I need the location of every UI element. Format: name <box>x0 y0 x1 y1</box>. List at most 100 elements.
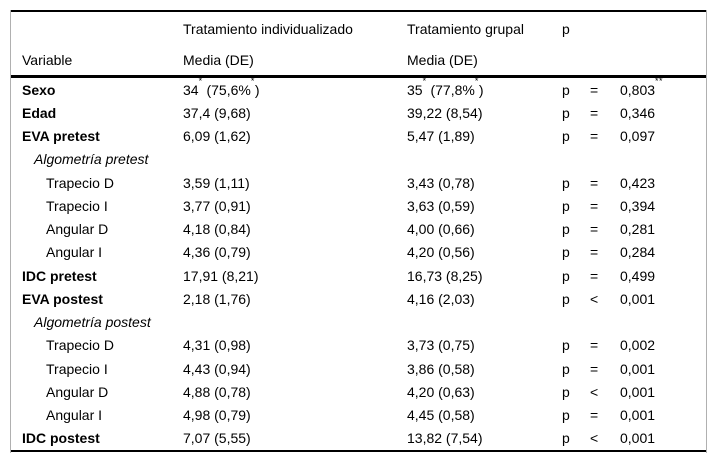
row-label: EVA pretest <box>22 128 100 145</box>
group1-mean-sd: 6,09 (1,62) <box>183 128 251 145</box>
p-relation: < <box>590 430 599 447</box>
group1-mean-sd: 37,4 (9,68) <box>183 104 251 121</box>
p-value: 0,284 <box>620 244 656 261</box>
table-row: Algometría pretest <box>11 148 706 171</box>
p-value: 0,803** <box>620 75 664 98</box>
table-row: Angular I 4,36 (0,79) 4,20 (0,56) p = 0,… <box>11 241 706 264</box>
row-label: Trapecio D <box>46 337 114 354</box>
p-letter: p <box>562 104 570 121</box>
p-value: 0,499 <box>620 267 656 284</box>
p-letter: p <box>562 290 570 307</box>
p-letter: p <box>562 174 570 191</box>
p-letter: p <box>562 407 570 424</box>
p-letter: p <box>562 267 570 284</box>
p-value: 0,097 <box>620 128 656 145</box>
group1-mean-sd: 4,18 (0,84) <box>183 221 251 238</box>
group2-mean-sd: 3,73 (0,75) <box>407 337 475 354</box>
p-value: 0,001 <box>620 360 656 377</box>
p-value: 0,001 <box>620 430 656 447</box>
row-label: EVA postest <box>22 290 103 307</box>
group2-mean-sd: 39,22 (8,54) <box>407 104 483 121</box>
p-letter: p <box>562 221 570 238</box>
p-relation: = <box>590 407 599 424</box>
group2-mean-sd: 4,16 (2,03) <box>407 290 475 307</box>
p-value: 0,002 <box>620 337 656 354</box>
header-variable-label: Variable <box>22 51 73 68</box>
p-value: 0,001 <box>620 383 656 400</box>
group2-mean-sd: 4,20 (0,63) <box>407 383 475 400</box>
table-body: Sexo 34* (75,6%*) 35* (77,8%*) p = 0,803… <box>11 75 706 450</box>
p-letter: p <box>562 197 570 214</box>
row-label: IDC postest <box>22 430 100 447</box>
superscript-asterisk: * <box>422 75 427 86</box>
row-label: Angular D <box>46 383 109 400</box>
table-row: IDC postest 7,07 (5,55) 13,82 (7,54) p <… <box>11 427 706 450</box>
table-row: Angular I 4,98 (0,79) 4,45 (0,58) p = 0,… <box>11 404 706 427</box>
group1-mean-sd: 2,18 (1,76) <box>183 290 251 307</box>
p-relation: < <box>590 290 599 307</box>
p-value: 0,394 <box>620 197 656 214</box>
row-label: Trapecio I <box>46 360 108 377</box>
table-row: Angular D 4,18 (0,84) 4,00 (0,66) p = 0,… <box>11 218 706 241</box>
group2-mean-sd: 4,20 (0,56) <box>407 244 475 261</box>
row-label: IDC pretest <box>22 267 97 284</box>
table-row: EVA postest 2,18 (1,76) 4,16 (2,03) p < … <box>11 287 706 310</box>
group1-mean-sd: 4,88 (0,78) <box>183 383 251 400</box>
table-row: Trapecio D 4,31 (0,98) 3,73 (0,75) p = 0… <box>11 334 706 357</box>
group1-mean-sd: 4,98 (0,79) <box>183 407 251 424</box>
table-row: Angular D 4,88 (0,78) 4,20 (0,63) p < 0,… <box>11 380 706 403</box>
row-label: Trapecio I <box>46 197 108 214</box>
p-relation: = <box>590 81 599 98</box>
results-table: Tratamiento individualizado Tratamiento … <box>10 10 707 453</box>
header-group2-subtitle: Media (DE) <box>407 51 478 68</box>
header-group1-title: Tratamiento individualizado <box>183 21 353 37</box>
row-label: Trapecio D <box>46 174 114 191</box>
group1-mean-sd: 4,31 (0,98) <box>183 337 251 354</box>
group1-mean-sd: 17,91 (8,21) <box>183 267 259 284</box>
p-value: 0,281 <box>620 221 656 238</box>
p-relation: = <box>590 221 599 238</box>
group1-mean-sd: 4,43 (0,94) <box>183 360 251 377</box>
row-label: Algometría pretest <box>34 151 149 168</box>
p-relation: = <box>590 174 599 191</box>
p-letter: p <box>562 128 570 145</box>
p-relation: = <box>590 267 599 284</box>
top-rule <box>11 10 706 12</box>
p-letter: p <box>562 360 570 377</box>
p-value: 0,423 <box>620 174 656 191</box>
table-row: Trapecio D 3,59 (1,11) 3,43 (0,78) p = 0… <box>11 171 706 194</box>
group2-mean-sd: 3,43 (0,78) <box>407 174 475 191</box>
group2-mean-sd: 4,45 (0,58) <box>407 407 475 424</box>
p-relation: = <box>590 197 599 214</box>
table-row: Trapecio I 3,77 (0,91) 3,63 (0,59) p = 0… <box>11 194 706 217</box>
p-relation: = <box>590 337 599 354</box>
group1-mean-sd: 4,36 (0,79) <box>183 244 251 261</box>
row-label: Angular I <box>46 244 103 261</box>
row-label: Edad <box>22 104 57 121</box>
superscript-asterisk: * <box>474 75 479 86</box>
row-label: Algometría postest <box>34 314 151 331</box>
table-row: EVA pretest 6,09 (1,62) 5,47 (1,89) p = … <box>11 125 706 148</box>
p-value: 0,346 <box>620 104 656 121</box>
table-row: Sexo 34* (75,6%*) 35* (77,8%*) p = 0,803… <box>11 75 706 101</box>
header-rule <box>11 75 706 78</box>
header-group1-subtitle: Media (DE) <box>183 51 254 68</box>
p-relation: = <box>590 128 599 145</box>
row-label: Angular D <box>46 221 109 238</box>
p-letter: p <box>562 430 570 447</box>
group2-mean-sd: 4,00 (0,66) <box>407 221 475 238</box>
superscript-asterisk: ** <box>655 75 664 86</box>
row-label: Angular I <box>46 407 103 424</box>
p-value: 0,001 <box>620 407 656 424</box>
p-value: 0,001 <box>620 290 656 307</box>
table-row: Edad 37,4 (9,68) 39,22 (8,54) p = 0,346 <box>11 101 706 124</box>
group1-mean-sd: 7,07 (5,55) <box>183 430 251 447</box>
group2-mean-sd: 3,63 (0,59) <box>407 197 475 214</box>
p-letter: p <box>562 244 570 261</box>
p-relation: = <box>590 244 599 261</box>
group1-mean-sd: 3,59 (1,11) <box>183 174 250 191</box>
p-relation: = <box>590 104 599 121</box>
table-row: IDC pretest 17,91 (8,21) 16,73 (8,25) p … <box>11 264 706 287</box>
group1-mean-sd: 34* (75,6%*) <box>183 75 260 98</box>
